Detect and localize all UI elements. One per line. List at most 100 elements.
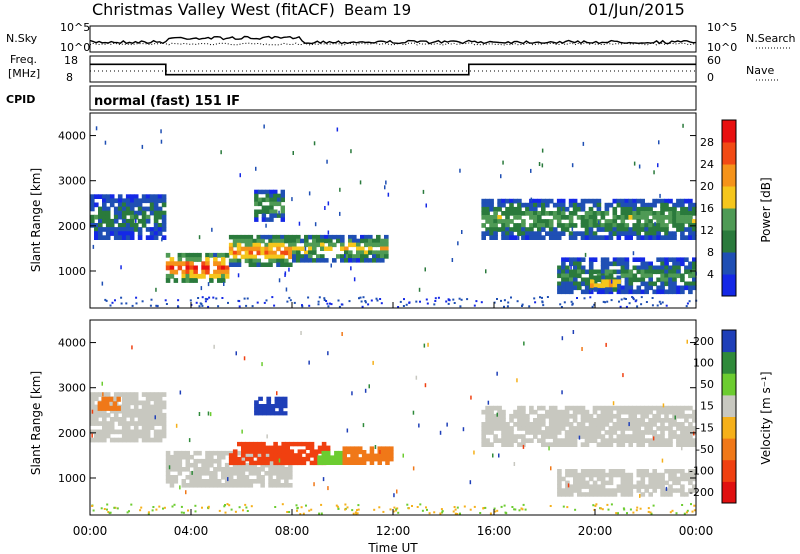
data-cell: [293, 453, 299, 458]
data-cell: [105, 421, 111, 426]
speckle-point: [452, 510, 455, 513]
data-cell: [596, 422, 602, 427]
data-cell: [656, 285, 661, 291]
data-cell: [336, 234, 341, 240]
data-cell: [248, 258, 254, 264]
data-cell: [116, 405, 121, 411]
freq-tick-bottom: 8: [66, 71, 73, 84]
data-cell: [501, 223, 506, 228]
speckle-point: [412, 466, 415, 471]
data-cell: [201, 269, 206, 275]
data-cell: [98, 429, 103, 435]
data-cell: [636, 480, 642, 486]
data-cell: [668, 235, 673, 240]
data-cell: [648, 277, 653, 283]
speckle-point: [245, 506, 248, 509]
data-cell: [676, 265, 681, 271]
data-band: [342, 446, 394, 465]
data-cell: [237, 456, 242, 462]
data-cell: [552, 413, 558, 419]
speckle-point: [572, 330, 575, 334]
data-cell: [493, 434, 498, 439]
data-cell: [133, 404, 139, 410]
data-cell: [121, 227, 127, 232]
data-cell: [129, 392, 135, 397]
data-cell: [173, 269, 179, 275]
x-tick-label: 16:00: [477, 524, 512, 538]
data-cell: [121, 202, 127, 208]
data-cell: [261, 205, 267, 210]
speckle-point: [373, 508, 376, 511]
data-cell: [664, 438, 669, 443]
data-cell: [513, 413, 518, 419]
data-cell: [688, 211, 693, 216]
data-cell: [248, 238, 254, 244]
data-cell: [572, 430, 578, 435]
data-cell: [304, 254, 309, 259]
data-cell: [632, 277, 638, 283]
speckle-point: [421, 509, 424, 512]
data-cell: [632, 484, 638, 489]
data-cell: [688, 215, 693, 220]
data-cell: [481, 211, 486, 216]
data-cell: [640, 206, 645, 212]
data-cell: [254, 193, 259, 199]
data-cell: [672, 257, 677, 262]
speckle-point: [396, 489, 398, 494]
data-cell: [632, 289, 638, 295]
data-cell: [389, 450, 394, 455]
data-cell: [608, 275, 614, 280]
data-cell: [600, 227, 606, 232]
data-cell: [108, 396, 114, 402]
speckle-point: [337, 299, 340, 302]
data-cell: [241, 441, 246, 447]
data-cell: [533, 426, 538, 431]
data-cell: [209, 471, 214, 476]
data-band: [292, 234, 389, 263]
data-cell: [282, 400, 288, 405]
speckle-point: [441, 511, 444, 514]
data-cell: [505, 235, 510, 240]
data-cell: [129, 433, 135, 439]
data-cell: [149, 437, 155, 443]
data-cell: [588, 235, 594, 240]
data-cell: [301, 449, 307, 454]
data-cell: [258, 407, 263, 412]
data-cell: [254, 209, 259, 214]
data-cell: [145, 396, 151, 402]
data-cell: [656, 476, 661, 482]
data-cell: [293, 460, 299, 466]
data-cell: [525, 211, 530, 216]
data-cell: [620, 269, 626, 275]
data-cell: [560, 418, 566, 423]
data-cell: [692, 202, 697, 208]
data-cell: [320, 246, 325, 251]
data-cell: [569, 472, 574, 478]
data-cell: [493, 223, 498, 228]
data-cell: [232, 242, 238, 248]
speckle-point: [546, 296, 549, 298]
data-cell: [597, 283, 602, 288]
data-cell: [588, 413, 594, 419]
speckle-point: [513, 508, 516, 511]
speckle-point: [415, 375, 418, 380]
data-cell: [600, 492, 606, 497]
data-cell: [565, 265, 570, 271]
data-cell: [209, 458, 214, 464]
data-cell: [533, 215, 538, 220]
data-cell: [481, 426, 486, 431]
data-cell: [620, 206, 626, 212]
y-tick-label: 1000: [58, 472, 86, 485]
data-cell: [497, 409, 502, 415]
speckle-point: [208, 296, 211, 299]
data-cell: [165, 454, 171, 460]
data-cell: [137, 202, 143, 208]
data-cell: [552, 405, 558, 411]
data-cell: [304, 234, 309, 240]
data-cell: [189, 462, 194, 468]
speckle-point: [337, 507, 340, 510]
speckle-point: [224, 504, 226, 506]
data-cell: [684, 418, 689, 423]
data-cell: [608, 476, 614, 482]
